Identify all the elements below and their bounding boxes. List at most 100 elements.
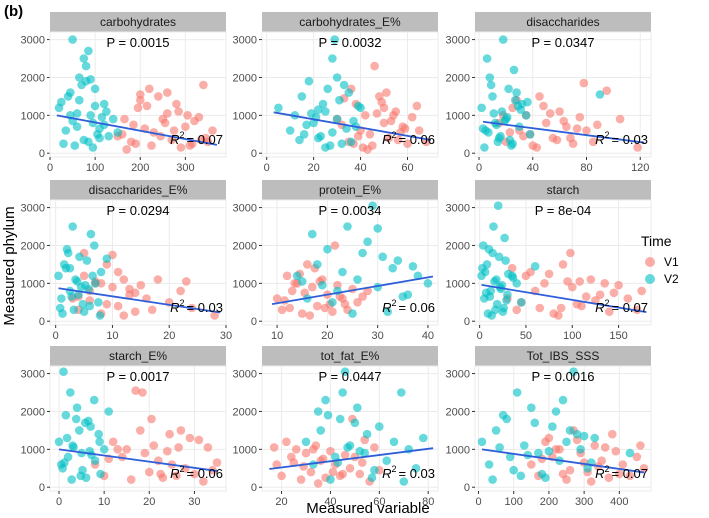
- facet-panel: Tot_IBS_SSS 0 1000 2000 3000 0 100 200 300 400 P =…: [446, 346, 652, 508]
- point-v2: [62, 433, 72, 443]
- y-tick-label: 1000: [21, 110, 45, 122]
- facet-title: tot_fat_E%: [321, 349, 380, 363]
- point-v2: [482, 54, 492, 63]
- point-v2: [495, 443, 504, 452]
- point-v2: [78, 465, 87, 475]
- point-v2: [485, 73, 495, 82]
- point-v2: [590, 433, 599, 443]
- y-tick-label: 3000: [21, 35, 45, 47]
- x-axis-title: Measured variable: [306, 500, 429, 517]
- r-superscript: 2: [391, 130, 396, 140]
- x-tick-label: 80: [580, 162, 592, 174]
- r-squared-label: R2 = 0.06: [170, 464, 223, 481]
- facet-panel: carbohydrates 0 1000 2000 3000 0 100 200 300 P = …: [21, 12, 227, 174]
- point-v1: [519, 131, 528, 141]
- point-v1: [632, 452, 642, 462]
- x-tick-label: 60: [373, 496, 385, 508]
- point-v1: [608, 429, 617, 439]
- point-v2: [55, 303, 65, 313]
- point-v1: [136, 426, 145, 435]
- point-v1: [579, 78, 589, 88]
- point-v1: [357, 458, 367, 467]
- point-v1: [163, 88, 172, 97]
- point-v2: [484, 128, 493, 137]
- legend-label-v1: V1: [664, 255, 679, 269]
- p-value-label: P = 0.0347: [531, 35, 594, 50]
- point-v2: [71, 414, 81, 424]
- point-v1: [122, 145, 131, 154]
- r-symbol: R: [382, 132, 391, 147]
- point-v1: [582, 126, 591, 135]
- point-v2: [498, 35, 508, 44]
- point-v1: [340, 299, 350, 309]
- point-v1: [309, 445, 318, 454]
- point-v1: [353, 131, 363, 141]
- point-v2: [370, 465, 379, 475]
- point-v2: [323, 84, 333, 94]
- point-v1: [541, 118, 551, 128]
- point-v1: [199, 80, 208, 90]
- point-v2: [367, 473, 377, 483]
- point-v1: [544, 433, 554, 443]
- point-v1: [147, 305, 157, 315]
- x-tick-label: 30: [188, 496, 200, 508]
- point-v2: [505, 452, 515, 462]
- point-v2: [496, 131, 505, 141]
- point-v2: [102, 254, 112, 263]
- point-v2: [292, 271, 302, 281]
- point-v1: [403, 139, 412, 148]
- r-symbol: R: [595, 132, 604, 147]
- r-squared-value: = 0.07: [611, 466, 648, 481]
- point-v2: [65, 263, 75, 273]
- point-v2: [66, 388, 75, 397]
- point-v2: [86, 111, 95, 120]
- point-v2: [104, 407, 113, 416]
- point-v1: [535, 303, 545, 313]
- point-v1: [565, 465, 575, 475]
- point-v1: [130, 307, 140, 317]
- p-value-label: P = 0.0015: [106, 35, 169, 50]
- point-v1: [526, 267, 535, 277]
- point-v1: [532, 143, 542, 152]
- r-symbol: R: [595, 300, 604, 315]
- point-v2: [54, 271, 63, 281]
- point-v1: [637, 286, 646, 296]
- point-v1: [586, 477, 596, 486]
- point-v1: [353, 298, 362, 307]
- point-v2: [316, 131, 326, 141]
- point-v1: [572, 124, 582, 133]
- point-v2: [419, 433, 428, 443]
- point-v1: [296, 475, 306, 484]
- point-v2: [523, 97, 532, 107]
- point-v2: [57, 97, 66, 107]
- x-tick-label: 80: [422, 496, 434, 508]
- panel-label: (b): [4, 3, 23, 20]
- point-v2: [362, 429, 372, 439]
- point-v2: [94, 429, 103, 439]
- facet-panel: tot_fat_E% 0 1000 2000 3000 20 40 60 80 P = 0.044…: [233, 346, 439, 508]
- y-tick-label: 2000: [21, 240, 45, 252]
- point-v1: [604, 473, 614, 483]
- y-tick-label: 0: [464, 148, 470, 160]
- x-tick-label: 20: [321, 330, 333, 342]
- point-v2: [512, 88, 521, 97]
- r-squared-label: R2 = 0.03: [382, 464, 435, 481]
- point-v2: [375, 422, 384, 431]
- point-v1: [363, 145, 372, 154]
- r-squared-label: R2 = 0.03: [170, 298, 223, 315]
- y-tick-label: 3000: [233, 203, 257, 215]
- point-v2: [388, 263, 398, 273]
- r-symbol: R: [595, 466, 604, 481]
- point-v2: [72, 109, 82, 118]
- point-v2: [313, 260, 322, 269]
- point-v1: [131, 139, 140, 148]
- y-tick-label: 0: [251, 148, 257, 160]
- point-v1: [563, 277, 572, 286]
- point-v2: [499, 303, 509, 313]
- point-v2: [500, 116, 509, 126]
- facet-strip: [262, 346, 438, 366]
- point-v2: [63, 92, 73, 101]
- p-value-label: P = 8e-04: [535, 203, 592, 218]
- point-v2: [477, 103, 487, 113]
- point-v1: [306, 467, 316, 477]
